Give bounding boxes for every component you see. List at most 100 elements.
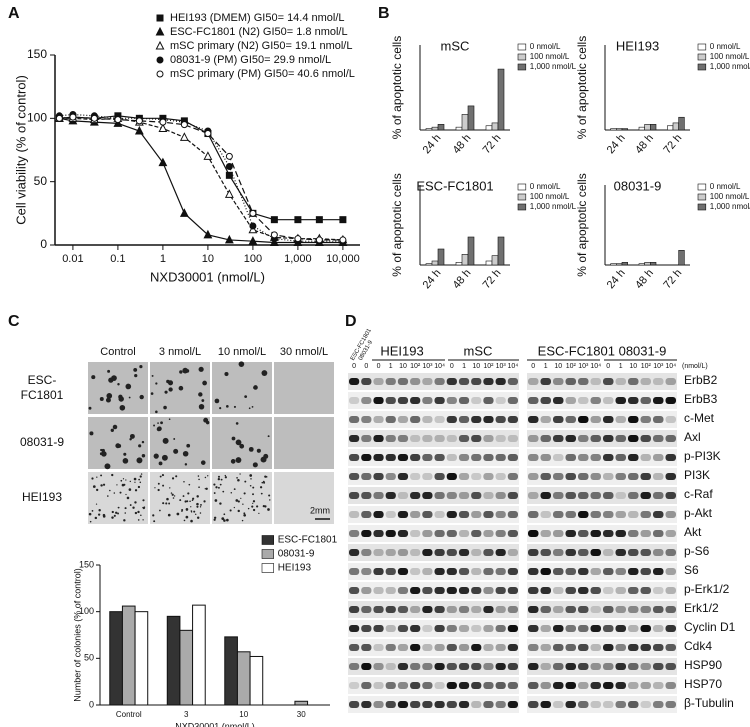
colony (112, 424, 118, 430)
colony (104, 463, 111, 470)
band (434, 701, 445, 708)
protein-label: c-Raf (684, 487, 713, 501)
colony (106, 495, 109, 497)
protein-label: S6 (684, 563, 699, 577)
bar (437, 124, 445, 131)
colony (143, 506, 146, 509)
marker (225, 152, 233, 160)
band (578, 606, 589, 613)
bar (467, 105, 475, 131)
colony (117, 444, 122, 448)
band (483, 492, 494, 499)
band (422, 492, 433, 499)
marker (339, 236, 347, 244)
band (640, 568, 651, 575)
band (540, 663, 551, 670)
band (373, 587, 384, 594)
band (507, 625, 518, 632)
legend-swatch (517, 53, 527, 61)
colony (233, 488, 236, 491)
colony (134, 481, 136, 483)
band (422, 378, 433, 385)
legend-swatch (697, 203, 707, 211)
band (528, 435, 539, 442)
colony (198, 478, 200, 481)
blot-strip (348, 430, 519, 447)
panel-label: D (345, 313, 357, 330)
band (410, 663, 421, 670)
band (349, 682, 360, 689)
colony-image (274, 362, 334, 414)
legend-label: 100 nmol/L (530, 192, 570, 201)
colony (89, 520, 92, 523)
band (578, 511, 589, 518)
colony (136, 457, 143, 464)
legend-swatch (517, 63, 527, 71)
band (603, 435, 614, 442)
band (640, 416, 651, 423)
band (458, 397, 470, 404)
colony (173, 495, 176, 497)
band (578, 625, 589, 632)
bar (166, 615, 181, 706)
legend-label: 100 nmol/L (710, 192, 750, 201)
protein-label: Cdk4 (684, 639, 712, 653)
lane-label: 10⁴ (590, 363, 601, 370)
band (528, 492, 539, 499)
colony (162, 437, 169, 444)
band (540, 492, 551, 499)
colony (213, 518, 216, 521)
band (446, 416, 457, 423)
bar (672, 122, 679, 131)
colony (159, 509, 161, 512)
legend-label: 0 nmol/L (530, 182, 561, 191)
blot-strip (527, 582, 677, 599)
band (495, 397, 506, 404)
blot-strip (348, 677, 519, 694)
band (361, 397, 372, 404)
band (507, 378, 518, 385)
band (665, 473, 676, 480)
band (603, 606, 614, 613)
band (507, 682, 518, 689)
band (434, 663, 445, 670)
colony (119, 491, 122, 494)
colony (129, 438, 132, 441)
colony (243, 492, 246, 495)
colony (213, 483, 216, 486)
x-tick-label: 10,000 (326, 253, 360, 265)
band (590, 568, 601, 575)
band (422, 435, 433, 442)
colony (219, 502, 222, 505)
band (578, 701, 589, 708)
colony (154, 487, 156, 489)
band (528, 663, 539, 670)
band (422, 644, 433, 651)
band (349, 416, 360, 423)
legend-marker (155, 40, 165, 50)
legend-label: mSC primary (PM) GI50= 40.6 nmol/L (170, 68, 355, 80)
band (495, 492, 506, 499)
band (507, 606, 518, 613)
band (603, 663, 614, 670)
colony (251, 505, 254, 508)
colony (141, 453, 146, 458)
colony-image (88, 362, 148, 414)
blot-strip (527, 601, 677, 618)
band (665, 625, 676, 632)
colony (185, 508, 189, 511)
band (540, 568, 551, 575)
column-label: 30 nmol/L (280, 346, 328, 358)
x-tick-label: 30 (297, 710, 306, 719)
colony (263, 481, 266, 484)
legend-swatch (697, 63, 707, 71)
band (615, 454, 626, 461)
band (507, 701, 518, 708)
lane-label: 1 (544, 363, 548, 370)
band (495, 568, 506, 575)
column-label: 10 nmol/L (218, 346, 266, 358)
band (385, 701, 396, 708)
colony (169, 487, 171, 489)
colony (265, 476, 268, 478)
colony (95, 488, 99, 492)
